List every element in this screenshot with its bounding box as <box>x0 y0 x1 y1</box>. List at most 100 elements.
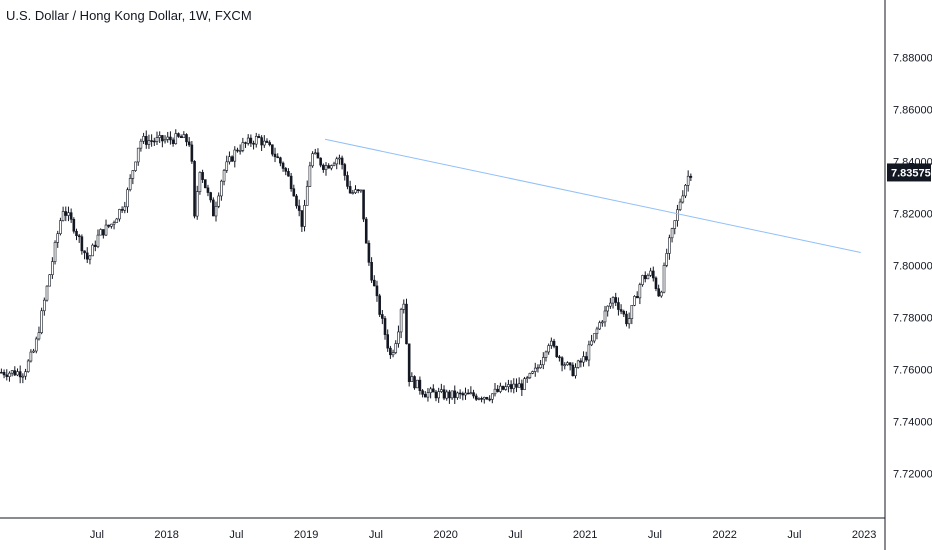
candle <box>110 223 113 229</box>
candle <box>77 233 81 243</box>
candle <box>313 148 317 155</box>
candle <box>547 343 550 355</box>
candle <box>80 234 84 255</box>
candle <box>271 144 274 157</box>
candle <box>485 396 489 401</box>
candle <box>617 297 620 316</box>
candle <box>544 350 548 362</box>
candle <box>415 379 419 389</box>
candle <box>236 147 239 153</box>
trendline[interactable] <box>324 138 861 253</box>
candle <box>668 234 671 260</box>
candle <box>32 348 35 354</box>
candle <box>212 197 215 217</box>
candle <box>161 134 164 148</box>
candle <box>292 184 296 197</box>
candle <box>8 371 11 382</box>
candle <box>177 132 180 138</box>
candle <box>563 362 567 370</box>
candle <box>134 161 137 172</box>
candle <box>407 343 411 387</box>
candle <box>174 129 178 145</box>
candle <box>67 206 70 222</box>
candle <box>56 230 60 248</box>
candle <box>246 134 250 146</box>
candle <box>319 157 322 168</box>
candle <box>378 293 381 318</box>
candle <box>190 141 194 164</box>
candle <box>171 137 175 147</box>
candle <box>166 131 170 143</box>
price-tick-label: 7.72000 <box>893 469 932 481</box>
candle <box>195 185 199 220</box>
candle <box>469 386 473 395</box>
candle <box>592 333 596 344</box>
candle <box>402 299 406 314</box>
candle <box>5 369 9 381</box>
candle <box>51 257 54 279</box>
candle <box>426 388 430 402</box>
candle <box>491 393 494 404</box>
candle <box>327 163 330 169</box>
candle <box>198 171 202 195</box>
candle <box>120 206 124 213</box>
candle <box>163 135 167 144</box>
candle <box>657 284 660 297</box>
candle <box>517 377 521 388</box>
candle <box>150 134 153 147</box>
candle <box>458 389 462 399</box>
candle <box>153 137 156 147</box>
candle <box>541 352 545 370</box>
candle <box>509 380 513 393</box>
candle <box>273 147 277 163</box>
candle <box>254 132 258 148</box>
candle <box>238 144 242 155</box>
candle <box>83 250 86 260</box>
candle <box>305 180 309 206</box>
candle <box>88 255 92 265</box>
candle <box>555 345 559 358</box>
candle <box>297 199 301 217</box>
candle <box>507 379 510 393</box>
time-axis[interactable]: Jul 2018 Jul 2019 Jul 2020 Jul 2021 Jul 2022 Jul 20… <box>90 529 877 541</box>
candle <box>635 291 639 299</box>
candle <box>21 373 25 384</box>
price-axis[interactable]: 7.880007.860007.840007.820007.800007.780… <box>893 52 932 480</box>
candle <box>386 329 390 352</box>
candle <box>477 397 481 401</box>
candle <box>241 137 245 153</box>
candle <box>284 167 288 176</box>
candle <box>26 359 30 373</box>
time-tick-label: 2021 <box>573 529 597 541</box>
candle <box>520 379 524 397</box>
time-tick-label: Jul <box>90 529 104 541</box>
candle <box>381 310 384 325</box>
candle <box>252 140 255 150</box>
candle <box>61 206 65 222</box>
candle <box>155 131 159 145</box>
candle <box>574 363 577 379</box>
candle <box>649 267 652 277</box>
candle <box>391 349 395 358</box>
candle <box>115 217 119 223</box>
candle <box>348 180 352 194</box>
candle <box>678 198 682 212</box>
candle <box>421 389 424 398</box>
candle <box>340 155 344 170</box>
candle <box>233 146 237 168</box>
candle <box>609 297 612 309</box>
candle <box>287 168 290 177</box>
candle <box>308 161 312 187</box>
candle <box>123 201 127 214</box>
candle <box>0 368 3 374</box>
time-tick-label: 2018 <box>154 529 178 541</box>
candle <box>601 319 604 327</box>
candle <box>64 206 68 222</box>
candle <box>504 382 508 391</box>
candle <box>515 378 518 393</box>
candle <box>686 170 690 192</box>
candle <box>423 391 427 398</box>
candle <box>158 131 161 143</box>
price-tick-label: 7.80000 <box>893 261 932 273</box>
